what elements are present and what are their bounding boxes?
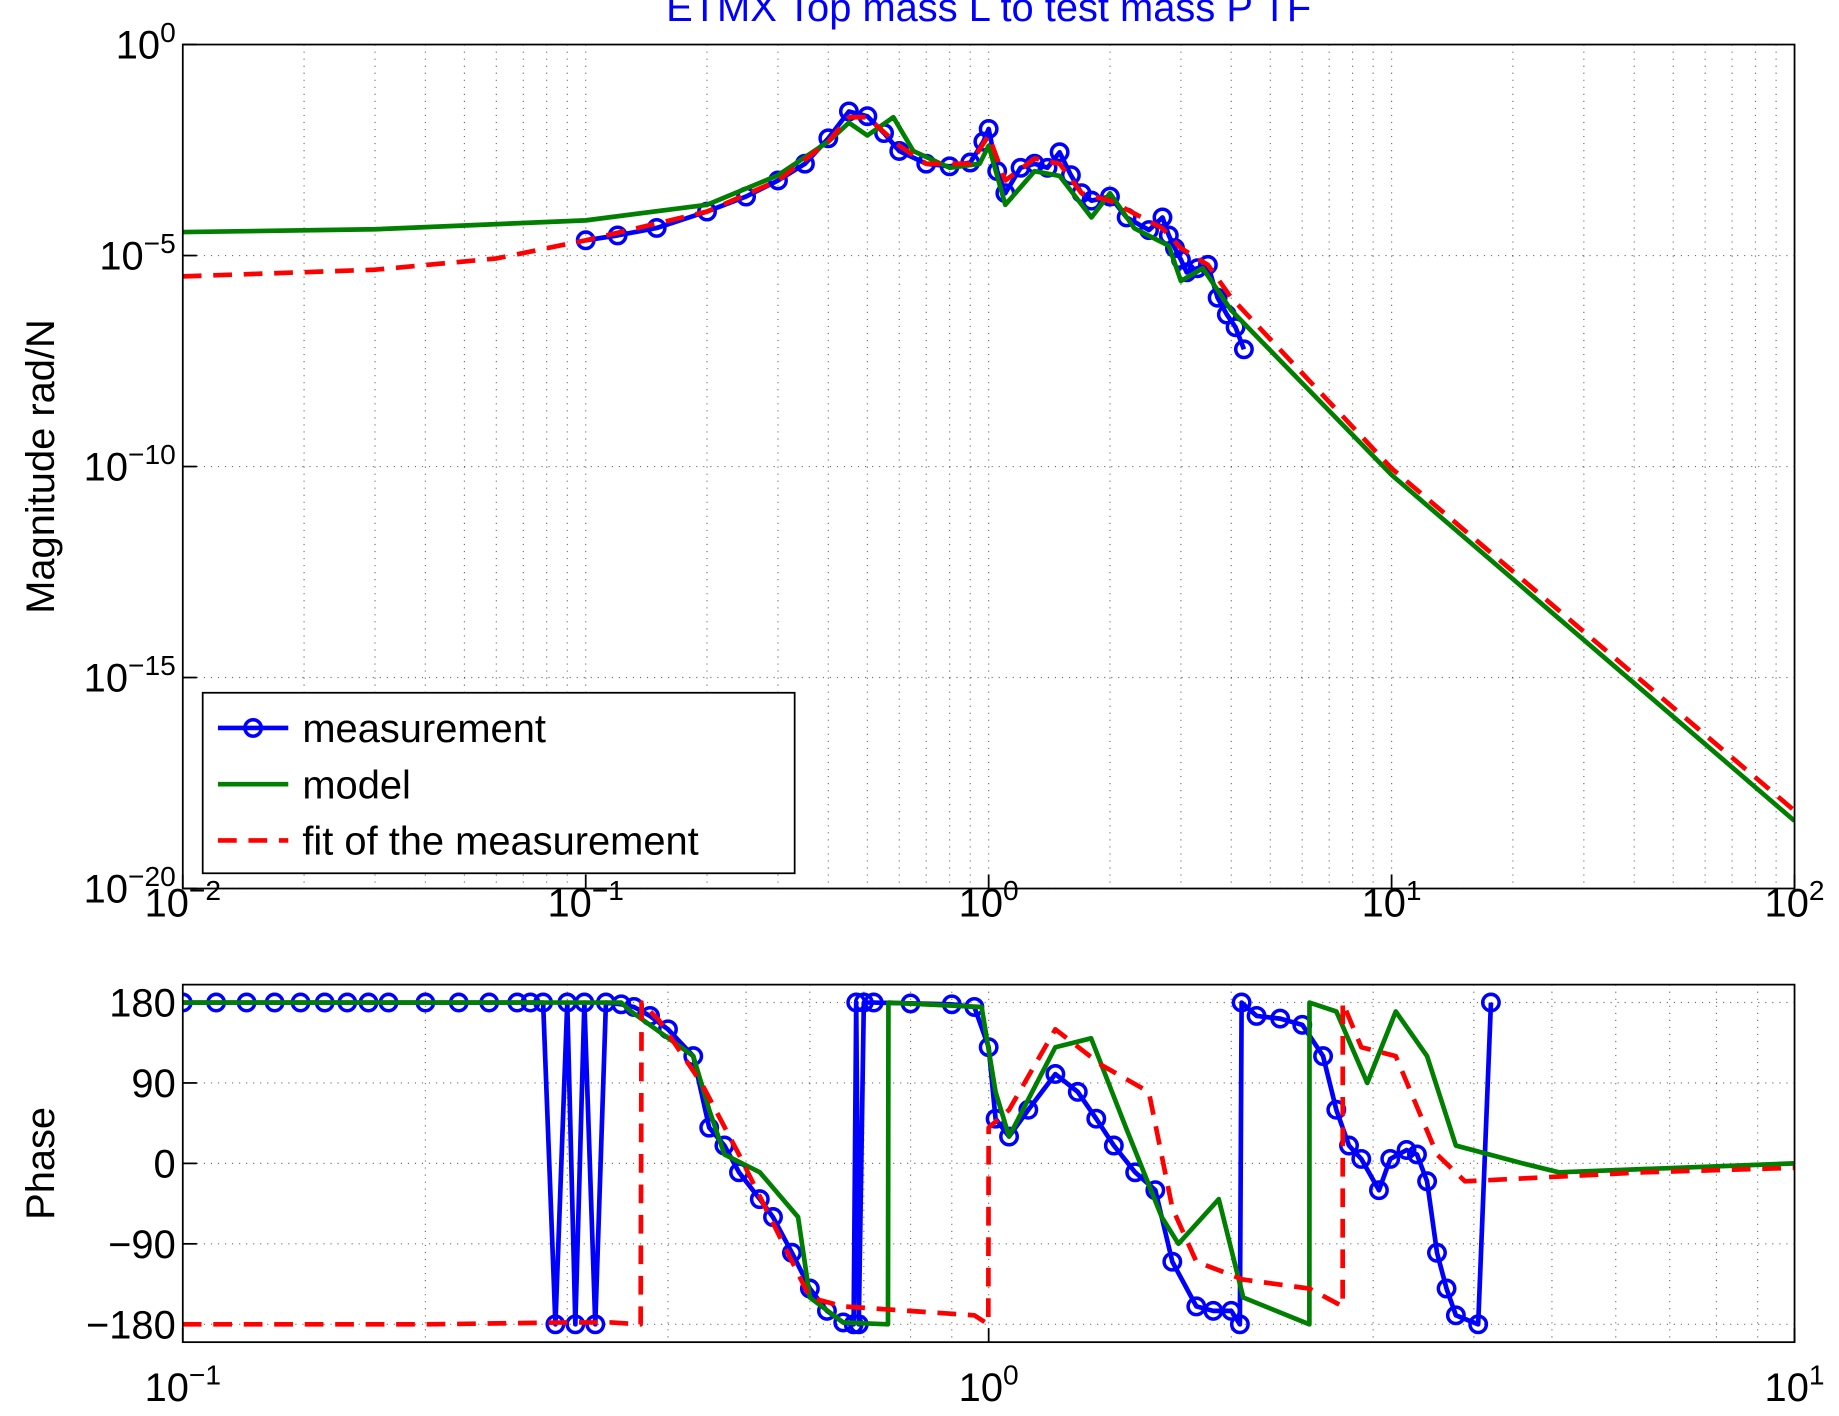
- series-line: [182, 1000, 1795, 1327]
- data-point: [1313, 1046, 1334, 1067]
- data-point: [1103, 1135, 1124, 1156]
- data-point: [1270, 1008, 1291, 1029]
- series-line: [182, 114, 1795, 813]
- data-point: [853, 992, 874, 1013]
- data-point: [1407, 1144, 1427, 1165]
- data-point: [1246, 1005, 1267, 1026]
- data-point: [646, 218, 667, 238]
- y-tick-label: 180: [109, 982, 175, 1026]
- data-point: [1045, 1064, 1066, 1084]
- axes-frame: [181, 43, 1796, 890]
- legend-label: fit of the measurement: [302, 820, 698, 864]
- series-line: [182, 1000, 1795, 1327]
- data-point: [1081, 190, 1102, 211]
- data-point: [1187, 258, 1208, 279]
- data-point: [1221, 1300, 1242, 1321]
- data-point: [1060, 165, 1081, 186]
- y-tick-label: 10−5: [99, 228, 175, 278]
- y-axis-label: Magnitude rad/N: [19, 319, 63, 614]
- x-tick-label: 10−1: [145, 1359, 221, 1409]
- y-tick-label: 10−10: [84, 439, 176, 489]
- data-point: [1162, 1251, 1183, 1272]
- y-tick-label: −90: [108, 1223, 176, 1267]
- data-point: [1351, 1148, 1372, 1169]
- x-tick-label: 10−1: [548, 875, 624, 925]
- data-point: [1368, 1180, 1389, 1201]
- data-point: [1480, 992, 1501, 1013]
- x-tick-label: 100: [959, 875, 1019, 925]
- data-point: [818, 128, 839, 149]
- data-point: [1152, 207, 1173, 228]
- data-point: [1417, 1171, 1438, 1192]
- legend-label: model: [302, 763, 411, 807]
- axes-frame: [181, 983, 1796, 1344]
- data-point: [1231, 992, 1252, 1013]
- data-point: [1067, 1081, 1088, 1102]
- data-point: [749, 1189, 770, 1210]
- data-point: [999, 1126, 1020, 1147]
- data-point: [1049, 142, 1070, 163]
- chart-title: ETMX Top mass L to test mass P TF: [666, 0, 1311, 30]
- y-tick-label: 0: [154, 1142, 176, 1186]
- x-tick-label: 101: [1765, 1359, 1825, 1409]
- x-tick-label: 10−2: [145, 875, 221, 925]
- series-group: [182, 101, 1795, 823]
- data-point: [1396, 1140, 1417, 1160]
- series-group: [182, 992, 1795, 1335]
- y-tick-label: 100: [116, 17, 176, 67]
- data-point: [863, 992, 884, 1013]
- y-tick-label: −180: [86, 1303, 176, 1347]
- data-point: [1229, 1314, 1250, 1335]
- data-point: [1445, 1305, 1466, 1326]
- legend-box: [201, 691, 796, 875]
- data-point: [1436, 1278, 1457, 1299]
- data-point: [1380, 1148, 1401, 1169]
- y-tick-label: 10−20: [84, 861, 176, 911]
- data-point: [1225, 317, 1246, 338]
- x-tick-label: 101: [1362, 875, 1422, 925]
- data-point: [978, 118, 999, 139]
- data-point: [1427, 1242, 1447, 1263]
- data-point: [1468, 1314, 1489, 1335]
- y-tick-label: 90: [131, 1062, 175, 1106]
- y-tick-label: 10−15: [84, 650, 176, 700]
- data-point: [1233, 339, 1254, 360]
- x-tick-label: 100: [959, 1359, 1019, 1409]
- data-point: [1086, 1108, 1107, 1129]
- series-line: [182, 114, 1795, 823]
- legend-label: measurement: [302, 707, 546, 751]
- y-axis-label: Phase: [19, 1107, 63, 1220]
- legend-marker: [243, 717, 264, 738]
